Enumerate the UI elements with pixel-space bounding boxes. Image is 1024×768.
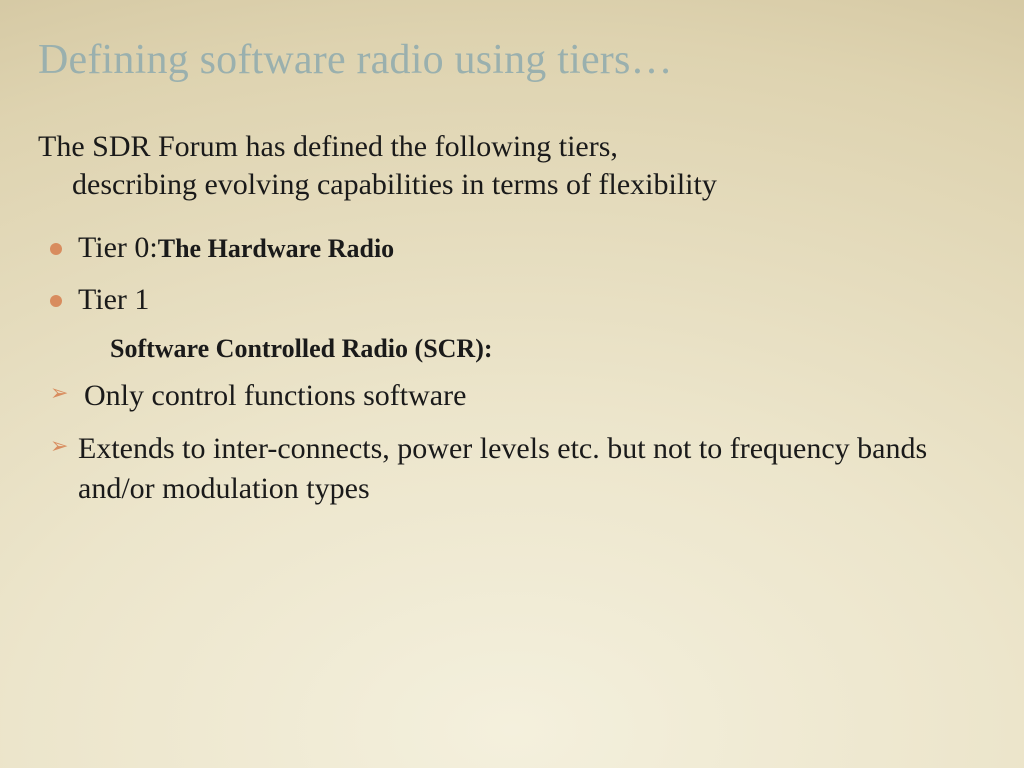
tier-list: Tier 0:The Hardware Radio Tier 1 bbox=[38, 229, 986, 320]
arrow-item-1: Only control functions software bbox=[44, 376, 986, 416]
arrow-item-2-text: Extends to inter-connects, power levels … bbox=[78, 429, 986, 508]
arrow-list: Only control functions software Extends … bbox=[38, 376, 986, 509]
intro-line-1: The SDR Forum has defined the following … bbox=[38, 130, 618, 163]
intro-line-2: describing evolving capabilities in term… bbox=[38, 166, 986, 204]
slide-title: Defining software radio using tiers… bbox=[38, 36, 986, 84]
tier-0-bold: The Hardware Radio bbox=[158, 234, 394, 263]
tier-0-item: Tier 0:The Hardware Radio bbox=[44, 229, 986, 267]
arrow-item-2: Extends to inter-connects, power levels … bbox=[44, 429, 986, 508]
intro-paragraph: The SDR Forum has defined the following … bbox=[38, 128, 986, 205]
tier-1-item: Tier 1 bbox=[44, 281, 986, 319]
arrow-item-1-text: Only control functions software bbox=[84, 376, 986, 416]
scr-heading: Software Controlled Radio (SCR): bbox=[110, 334, 986, 364]
slide: Defining software radio using tiers… The… bbox=[0, 0, 1024, 768]
tier-0-label: Tier 0: bbox=[78, 231, 158, 264]
tier-1-label: Tier 1 bbox=[78, 283, 149, 316]
tier-0-lead: Tier 0:The Hardware Radio bbox=[78, 231, 394, 264]
